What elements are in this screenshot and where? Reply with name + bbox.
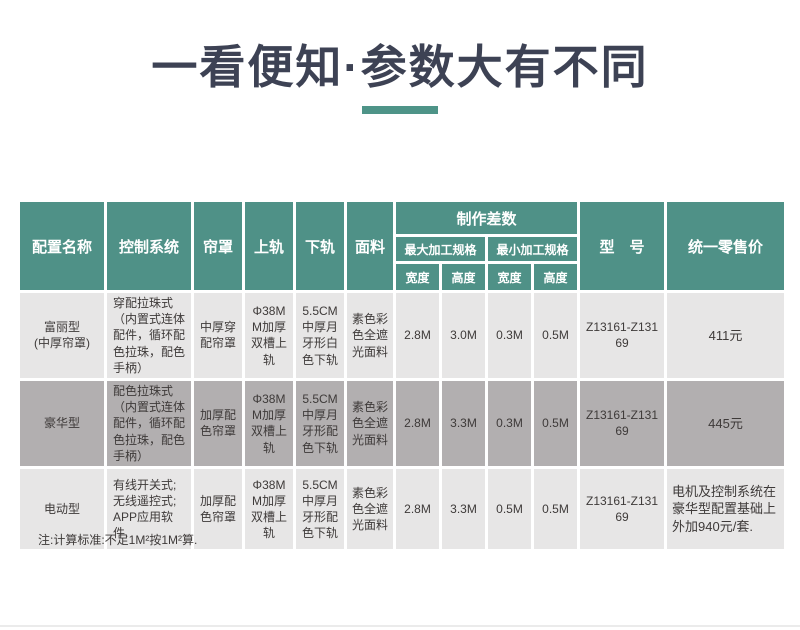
table-row-fuli: 富丽型 (中厚帘罩) 穿配拉珠式（内置式连体配件，循环配色拉珠，配色手柄） 中厚… xyxy=(20,293,785,378)
header-config-name: 配置名称 xyxy=(20,202,104,290)
header-min-height: 高度 xyxy=(534,264,578,290)
header-production-diff: 制作差数 xyxy=(396,202,578,234)
header-lower-rail: 下轨 xyxy=(296,202,344,290)
cell-upper-rail: Φ38MM加厚双槽上轨 xyxy=(245,468,293,549)
cell-min-height: 0.5M xyxy=(534,468,578,549)
cell-upper-rail: Φ38MM加厚双槽上轨 xyxy=(245,293,293,378)
cell-max-width: 2.8M xyxy=(396,293,439,378)
cell-lower-rail: 5.5CM中厚月牙形配色下轨 xyxy=(296,468,344,549)
header-min-width: 宽度 xyxy=(488,264,531,290)
table-row-haohua: 豪华型 配色拉珠式（内置式连体配件，循环配色拉珠，配色手柄） 加厚配色帘罩 Φ3… xyxy=(20,380,785,466)
cell-fabric: 素色彩色全遮光面料 xyxy=(347,293,393,378)
cell-fabric: 素色彩色全遮光面料 xyxy=(347,468,393,549)
header-max-spec: 最大加工规格 xyxy=(396,237,485,261)
cell-retail-price: 电机及控制系统在豪华型配置基础上外加940元/套. xyxy=(667,468,785,549)
cell-control-system: 配色拉珠式（内置式连体配件，循环配色拉珠，配色手柄） xyxy=(107,380,191,466)
cell-max-height: 3.3M xyxy=(442,380,485,466)
page-title: 一看便知·参数大有不同 xyxy=(151,41,649,93)
table-row-diandong: 电动型 有线开关式; 无线遥控式; APP应用软件. 加厚配色帘罩 Φ38MM加… xyxy=(20,468,785,549)
cell-min-width: 0.3M xyxy=(488,293,531,378)
header-fabric: 面料 xyxy=(347,202,393,290)
cell-config-name: 富丽型 (中厚帘罩) xyxy=(20,293,104,378)
cell-control-system: 有线开关式; 无线遥控式; APP应用软件. xyxy=(107,468,191,549)
header-curtain-cover: 帘罩 xyxy=(194,202,242,290)
cell-min-height: 0.5M xyxy=(534,380,578,466)
cell-model: Z13161-Z13169 xyxy=(580,468,665,549)
title-section: 一看便知·参数大有不同 xyxy=(0,0,800,114)
cell-retail-price: 445元 xyxy=(667,380,785,466)
cell-curtain-cover: 加厚配色帘罩 xyxy=(194,468,242,549)
cell-lower-rail: 5.5CM中厚月牙形白色下轨 xyxy=(296,293,344,378)
cell-min-width: 0.5M xyxy=(488,468,531,549)
header-upper-rail: 上轨 xyxy=(245,202,293,290)
header-min-spec: 最小加工规格 xyxy=(488,237,578,261)
calculation-note: 注:计算标准:不足1M²按1M²算. xyxy=(38,533,198,547)
cell-max-height: 3.3M xyxy=(442,468,485,549)
cell-min-width: 0.3M xyxy=(488,380,531,466)
cell-max-height: 3.0M xyxy=(442,293,485,378)
cell-control-system: 穿配拉珠式（内置式连体配件，循环配色拉珠，配色手柄） xyxy=(107,293,191,378)
header-model: 型 号 xyxy=(580,202,665,290)
cell-config-name: 电动型 xyxy=(20,468,104,549)
spec-table: 配置名称 控制系统 帘罩 上轨 下轨 面料 制作差数 型 号 统一零售价 最大加… xyxy=(17,199,788,552)
bottom-divider xyxy=(0,625,800,627)
cell-max-width: 2.8M xyxy=(396,380,439,466)
header-control-system: 控制系统 xyxy=(107,202,191,290)
cell-upper-rail: Φ38MM加厚双槽上轨 xyxy=(245,380,293,466)
cell-lower-rail: 5.5CM中厚月牙形配色下轨 xyxy=(296,380,344,466)
cell-max-width: 2.8M xyxy=(396,468,439,549)
header-max-height: 高度 xyxy=(442,264,485,290)
cell-config-name: 豪华型 xyxy=(20,380,104,466)
cell-fabric: 素色彩色全遮光面料 xyxy=(347,380,393,466)
header-max-width: 宽度 xyxy=(396,264,439,290)
cell-retail-price: 411元 xyxy=(667,293,785,378)
header-retail-price: 统一零售价 xyxy=(667,202,785,290)
cell-min-height: 0.5M xyxy=(534,293,578,378)
cell-curtain-cover: 加厚配色帘罩 xyxy=(194,380,242,466)
title-accent-bar xyxy=(362,105,438,114)
cell-curtain-cover: 中厚穿配帘罩 xyxy=(194,293,242,378)
cell-model: Z13161-Z13169 xyxy=(580,293,665,378)
cell-model: Z13161-Z13169 xyxy=(580,380,665,466)
